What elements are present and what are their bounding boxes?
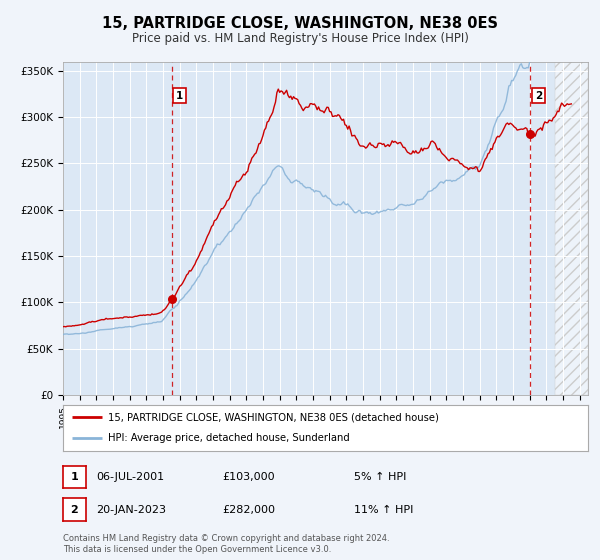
Text: 15, PARTRIDGE CLOSE, WASHINGTON, NE38 0ES (detached house): 15, PARTRIDGE CLOSE, WASHINGTON, NE38 0E… xyxy=(107,412,439,422)
Text: £282,000: £282,000 xyxy=(222,505,275,515)
Text: 15, PARTRIDGE CLOSE, WASHINGTON, NE38 0ES: 15, PARTRIDGE CLOSE, WASHINGTON, NE38 0E… xyxy=(102,16,498,31)
Text: 20-JAN-2023: 20-JAN-2023 xyxy=(96,505,166,515)
Text: Price paid vs. HM Land Registry's House Price Index (HPI): Price paid vs. HM Land Registry's House … xyxy=(131,32,469,45)
Text: 2: 2 xyxy=(535,91,542,101)
Text: 1: 1 xyxy=(71,472,78,482)
Bar xyxy=(554,62,588,395)
Text: 06-JUL-2001: 06-JUL-2001 xyxy=(96,472,164,482)
Text: Contains HM Land Registry data © Crown copyright and database right 2024.
This d: Contains HM Land Registry data © Crown c… xyxy=(63,534,389,554)
Bar xyxy=(554,62,588,395)
Text: £103,000: £103,000 xyxy=(222,472,275,482)
Text: 11% ↑ HPI: 11% ↑ HPI xyxy=(354,505,413,515)
Text: HPI: Average price, detached house, Sunderland: HPI: Average price, detached house, Sund… xyxy=(107,433,349,444)
Text: 5% ↑ HPI: 5% ↑ HPI xyxy=(354,472,406,482)
Text: 1: 1 xyxy=(176,91,183,101)
Text: 2: 2 xyxy=(71,505,78,515)
